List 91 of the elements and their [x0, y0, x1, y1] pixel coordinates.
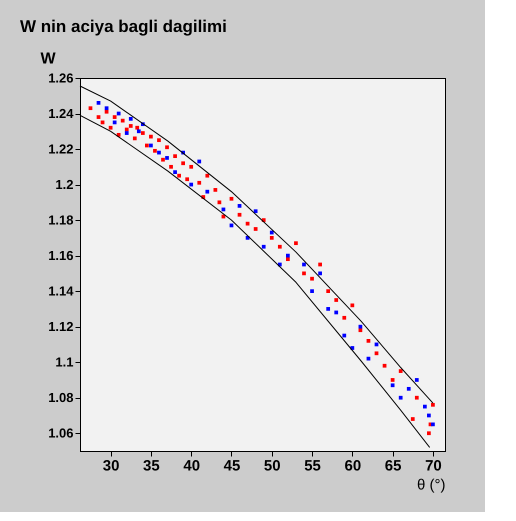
point	[414, 378, 419, 382]
point	[334, 310, 338, 314]
point	[390, 378, 394, 382]
x-tick-label: 65	[384, 458, 402, 474]
y-tick-label: 1.18	[48, 212, 74, 228]
y-tick-label: 1.08	[48, 390, 74, 406]
point	[374, 342, 378, 346]
point	[334, 298, 338, 302]
point	[431, 422, 435, 426]
y-tick-label: 1.1	[55, 354, 74, 370]
point	[286, 254, 290, 258]
point	[374, 351, 378, 356]
x-tick-label: 45	[224, 458, 240, 474]
point	[427, 414, 431, 418]
y-axis-title: W	[40, 50, 56, 68]
point	[177, 174, 181, 178]
point	[108, 126, 112, 130]
point	[124, 131, 129, 135]
point	[302, 272, 306, 276]
point	[173, 170, 177, 174]
point	[318, 262, 322, 266]
point	[246, 222, 250, 226]
point	[366, 356, 370, 361]
point	[165, 145, 169, 150]
point	[132, 136, 137, 140]
y-tick-label: 1.12	[48, 319, 74, 334]
point	[294, 241, 298, 246]
point	[145, 144, 149, 148]
chart-title: W nin aciya bagli dagilimi	[20, 17, 227, 36]
point	[366, 339, 370, 343]
point	[213, 188, 218, 192]
point	[382, 364, 386, 368]
point	[318, 272, 322, 276]
x-axis-title: θ (°)	[417, 476, 446, 494]
point	[197, 160, 202, 164]
point	[149, 134, 153, 138]
point	[100, 120, 104, 124]
point	[161, 158, 165, 162]
point	[140, 131, 145, 135]
x-tick-label: 35	[143, 458, 160, 474]
point	[104, 106, 108, 110]
point	[169, 164, 173, 169]
point	[189, 182, 194, 186]
x-tick-label: 60	[344, 458, 362, 474]
point	[173, 154, 177, 158]
point	[128, 124, 133, 128]
point	[358, 324, 362, 329]
point	[157, 138, 161, 142]
point	[431, 402, 435, 407]
point	[238, 212, 242, 217]
point	[286, 257, 290, 262]
point	[149, 144, 153, 148]
x-tick-label: 40	[183, 458, 200, 474]
point	[310, 276, 314, 281]
point	[230, 196, 234, 201]
point	[222, 208, 226, 212]
y-tick-label: 1.06	[48, 426, 74, 441]
y-tick-label: 1.14	[48, 284, 74, 299]
point	[88, 106, 92, 110]
point	[96, 115, 100, 119]
point	[358, 328, 362, 332]
point	[116, 112, 121, 116]
point	[153, 148, 157, 153]
y-tick-label: 1.16	[48, 248, 74, 264]
point	[310, 289, 314, 294]
point	[104, 110, 108, 114]
point	[238, 204, 242, 208]
point	[398, 369, 403, 373]
x-tick-label: 50	[264, 458, 281, 474]
point	[112, 115, 117, 119]
x-tick-label: 55	[304, 458, 321, 474]
point	[218, 200, 222, 204]
y-tick-label: 1.26	[48, 70, 74, 86]
x-tick-label: 30	[102, 458, 120, 474]
point	[422, 404, 427, 408]
point	[165, 156, 169, 160]
y-tick-label: 1.2	[55, 177, 74, 192]
point	[96, 100, 100, 105]
point	[157, 150, 161, 154]
point	[112, 120, 117, 124]
y-tick-label: 1.24	[48, 106, 74, 122]
y-tick-label: 1.22	[48, 142, 74, 157]
point	[410, 417, 415, 421]
point	[302, 262, 306, 266]
point	[342, 334, 346, 338]
point	[270, 230, 274, 234]
point	[326, 307, 330, 311]
point	[230, 224, 234, 228]
x-tick-label: 70	[425, 458, 442, 474]
point	[427, 431, 431, 436]
point	[254, 227, 258, 231]
